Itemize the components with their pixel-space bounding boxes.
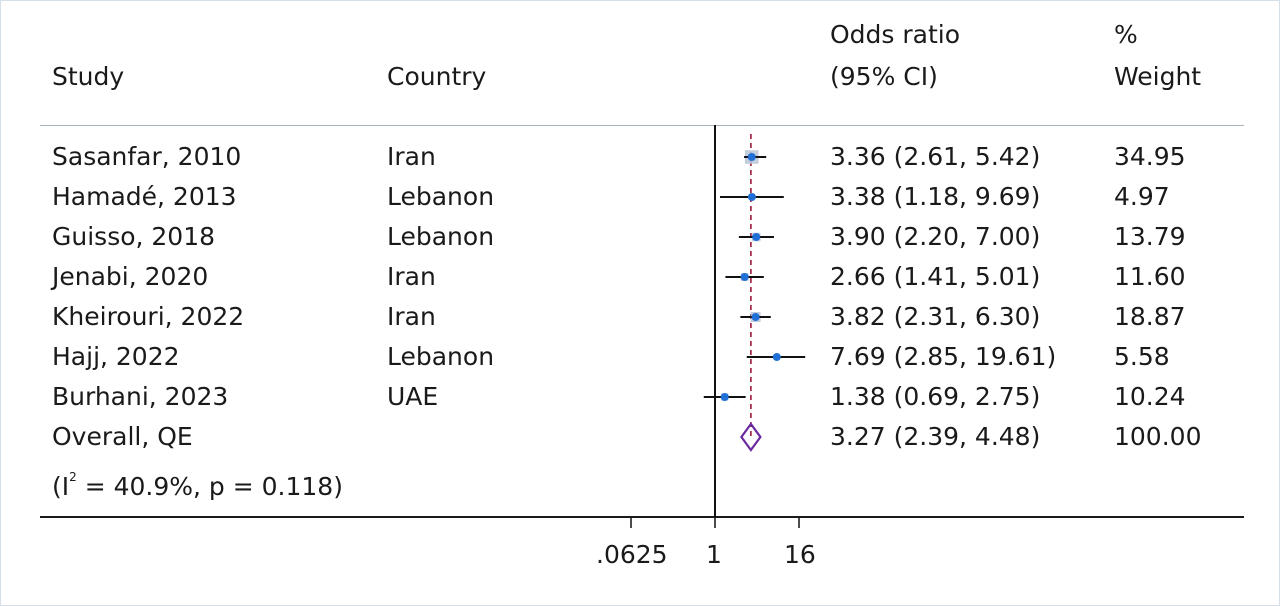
- study-name: Jenabi, 2020: [52, 262, 209, 291]
- study-ci: 3.90 (2.20, 7.00): [830, 222, 1041, 251]
- study-weight: 18.87: [1114, 302, 1186, 331]
- overall-ci: 3.27 (2.39, 4.48): [830, 422, 1041, 451]
- study-name: Kheirouri, 2022: [52, 302, 245, 331]
- study-ci: 3.38 (1.18, 9.69): [830, 182, 1041, 211]
- study-country: Iran: [387, 262, 436, 291]
- study-country: Lebanon: [387, 342, 495, 371]
- study-ci: 3.36 (2.61, 5.42): [830, 142, 1041, 171]
- estimate-marker: [772, 353, 781, 361]
- study-weight: 5.58: [1114, 342, 1170, 371]
- estimate-marker: [752, 233, 761, 241]
- heterogeneity-stat: (I2 = 40.9%, p = 0.118): [52, 470, 343, 501]
- study-name: Guisso, 2018: [52, 222, 216, 251]
- study-ci: 3.82 (2.31, 6.30): [830, 302, 1041, 331]
- x-tick-label: .0625: [596, 540, 668, 569]
- study-ci: 2.66 (1.41, 5.01): [830, 262, 1041, 291]
- study-weight: 10.24: [1114, 382, 1186, 411]
- x-tick-label: 1: [706, 540, 722, 569]
- header-percent: %: [1114, 20, 1138, 49]
- header-study: Study: [52, 62, 125, 91]
- estimate-marker: [720, 393, 729, 401]
- study-name: Hamadé, 2013: [52, 182, 237, 211]
- study-ci: 1.38 (0.69, 2.75): [830, 382, 1041, 411]
- study-weight: 34.95: [1114, 142, 1186, 171]
- study-country: UAE: [387, 382, 439, 411]
- study-name: Burhani, 2023: [52, 382, 229, 411]
- study-ci: 7.69 (2.85, 19.61): [830, 342, 1057, 371]
- header-rule: [40, 125, 1244, 126]
- overall-diamond: [740, 422, 762, 452]
- bottom-rule: [40, 516, 1244, 518]
- study-weight: 13.79: [1114, 222, 1186, 251]
- header-country: Country: [387, 62, 487, 91]
- study-country: Lebanon: [387, 182, 495, 211]
- header-weight: Weight: [1114, 62, 1202, 91]
- study-weight: 11.60: [1114, 262, 1186, 291]
- overall-weight: 100.00: [1114, 422, 1202, 451]
- estimate-marker: [751, 313, 760, 321]
- header-ci: (95% CI): [830, 62, 938, 91]
- study-name: Hajj, 2022: [52, 342, 180, 371]
- estimate-marker: [747, 193, 756, 201]
- overall-label: Overall, QE: [52, 422, 193, 451]
- x-tick-label: 16: [784, 540, 816, 569]
- study-country: Lebanon: [387, 222, 495, 251]
- estimate-marker: [740, 273, 749, 281]
- study-country: Iran: [387, 142, 436, 171]
- study-weight: 4.97: [1114, 182, 1170, 211]
- estimate-marker: [747, 153, 756, 161]
- study-name: Sasanfar, 2010: [52, 142, 242, 171]
- header-odds-ratio: Odds ratio: [830, 20, 961, 49]
- study-country: Iran: [387, 302, 436, 331]
